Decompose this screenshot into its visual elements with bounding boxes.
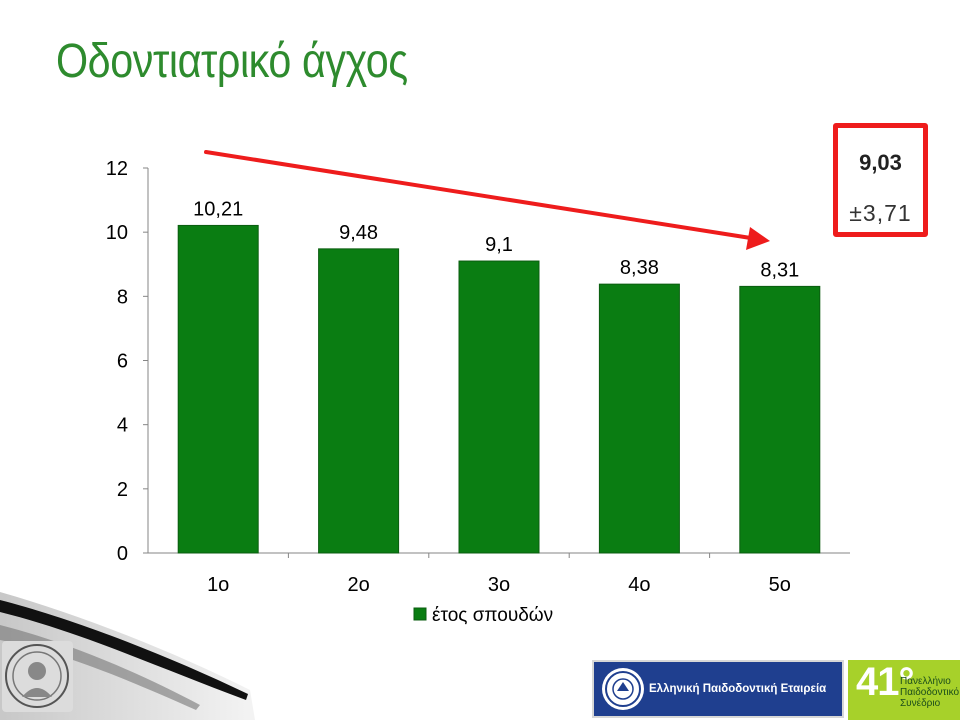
bar: [598, 283, 680, 554]
y-tick-label: 0: [117, 543, 128, 565]
legend-swatch: [413, 607, 427, 621]
stats-box: 9,03 ±3,71: [833, 123, 928, 237]
y-tick-label: 12: [106, 158, 128, 180]
y-tick-label: 2: [117, 479, 128, 501]
congress-number: 41°: [856, 660, 914, 704]
x-tick-label: 1ο: [207, 574, 229, 596]
y-tick-label: 4: [117, 415, 128, 437]
bar: [739, 285, 821, 554]
mean-value: 9,03: [859, 150, 902, 175]
sd-value: ±3,71: [849, 200, 912, 226]
trend-arrow: [204, 150, 759, 241]
society-name: Ελληνική Παιδοδοντική Εταιρεία: [649, 683, 827, 695]
bar: [458, 260, 540, 554]
data-label: 9,48: [339, 222, 378, 244]
society-banner: Ελληνική Παιδοδοντική Εταιρεία: [592, 660, 844, 718]
legend-label: έτος σπουδών: [432, 605, 553, 626]
data-label: 8,31: [760, 259, 799, 281]
y-tick-label: 10: [106, 222, 128, 244]
bar: [177, 224, 259, 554]
slide-title: Οδοντιατρικό άγχος: [56, 35, 408, 88]
bar: [318, 248, 400, 554]
x-tick-label: 3ο: [488, 574, 510, 596]
x-tick-label: 4ο: [628, 574, 650, 596]
data-label: 10,21: [193, 198, 243, 220]
data-label: 8,38: [620, 257, 659, 279]
trend-arrow-head: [746, 227, 770, 250]
y-tick-label: 6: [117, 351, 128, 373]
x-tick-label: 2ο: [347, 574, 369, 596]
congress-badge: 41° Πανελλήνιο Παιδοδοντικό Συνέδριο: [848, 660, 960, 720]
congress-text: Πανελλήνιο Παιδοδοντικό Συνέδριο: [900, 676, 960, 709]
data-label: 9,1: [485, 234, 513, 256]
x-tick-label: 5ο: [769, 574, 791, 596]
y-tick-label: 8: [117, 286, 128, 308]
society-emblem-icon: [602, 668, 644, 710]
university-seal-icon: [2, 641, 73, 712]
